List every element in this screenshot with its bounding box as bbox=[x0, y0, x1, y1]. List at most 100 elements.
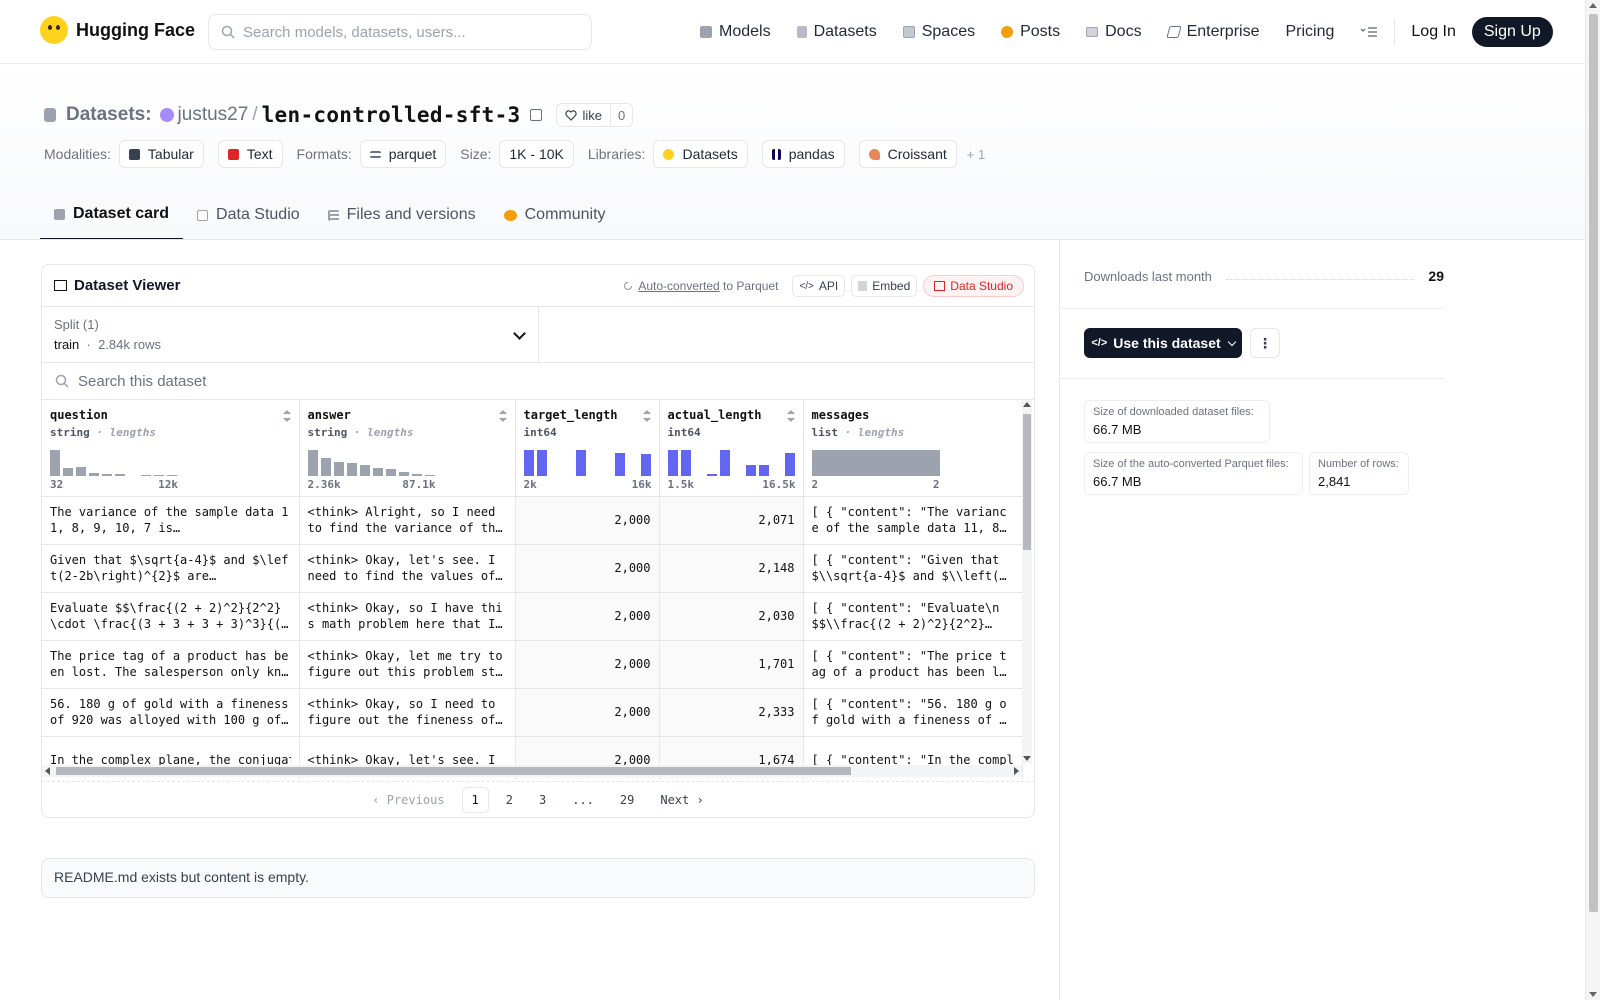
scroll-thumb[interactable] bbox=[1023, 414, 1031, 550]
downloads-value: 29 bbox=[1428, 268, 1444, 284]
tag-parquet[interactable]: parquet bbox=[359, 140, 447, 168]
scroll-thumb[interactable] bbox=[56, 767, 851, 775]
scroll-up-icon[interactable] bbox=[1589, 3, 1597, 8]
nav-pricing[interactable]: Pricing bbox=[1285, 23, 1335, 40]
tab-files[interactable]: Files and versions bbox=[314, 190, 490, 240]
cell-actual-length[interactable]: 2,071 bbox=[659, 496, 804, 545]
split-selector[interactable]: Split (1) train · 2.84k rows bbox=[42, 307, 539, 362]
sort-icon[interactable] bbox=[282, 410, 291, 422]
cell-actual-length[interactable]: 2,333 bbox=[659, 688, 804, 737]
cell-messages[interactable]: [ { "content": "Evaluate\n$$\\frac{(2 + … bbox=[803, 592, 1023, 641]
cell-messages[interactable]: [ { "content": "Given that $\\sqrt{a-4}$… bbox=[803, 544, 1023, 593]
tag-tabular[interactable]: Tabular bbox=[118, 140, 204, 168]
nav-datasets[interactable]: Datasets bbox=[796, 23, 877, 41]
scroll-up-icon[interactable] bbox=[1023, 402, 1031, 407]
global-search-input[interactable] bbox=[243, 23, 573, 41]
scroll-thumb[interactable] bbox=[1589, 14, 1598, 912]
hf-logo[interactable]: Hugging Face bbox=[40, 16, 195, 44]
cell-messages[interactable]: [ { "content": "The price tag of a produ… bbox=[803, 640, 1023, 689]
table-row[interactable]: Evaluate $$\frac{(2 + 2)^2}{2^2} \cdot \… bbox=[42, 592, 1023, 641]
previous-page-button[interactable]: ‹ Previous bbox=[372, 792, 445, 807]
range-max: 87.1k bbox=[402, 478, 436, 491]
cell-target-length[interactable]: 2,000 bbox=[515, 640, 660, 689]
cell-answer[interactable]: <think> Okay, so I need to figure out th… bbox=[299, 688, 516, 737]
more-menu-icon[interactable] bbox=[1360, 26, 1378, 38]
cell-actual-length[interactable]: 2,148 bbox=[659, 544, 804, 593]
data-studio-button[interactable]: Data Studio bbox=[923, 275, 1024, 297]
cell-actual-length[interactable]: 2,030 bbox=[659, 592, 804, 641]
cell-answer[interactable]: <think> Okay, so I have this math proble… bbox=[299, 592, 516, 641]
nav-docs[interactable]: Docs bbox=[1086, 23, 1142, 41]
cell-question[interactable]: Evaluate $$\frac{(2 + 2)^2}{2^2} \cdot \… bbox=[42, 592, 300, 641]
cell-question[interactable]: Given that $\sqrt{a-4}$ and $\left(2-2b\… bbox=[42, 544, 300, 593]
cell-target-length[interactable]: 2,000 bbox=[515, 496, 660, 545]
global-search[interactable] bbox=[208, 14, 592, 50]
tab-community[interactable]: Community bbox=[490, 190, 620, 240]
table-vertical-scrollbar[interactable] bbox=[1022, 400, 1032, 763]
use-dataset-button[interactable]: </> Use this dataset bbox=[1084, 328, 1242, 358]
tag-datasets-lib[interactable]: Datasets bbox=[653, 140, 748, 168]
column-header-actual-length[interactable]: actual_length int64 1.5k 16.5k bbox=[659, 400, 804, 497]
scroll-down-icon[interactable] bbox=[1589, 992, 1597, 997]
cell-messages[interactable]: [ { "content": "The variance of the samp… bbox=[803, 496, 1023, 545]
like-button[interactable]: like 0 bbox=[556, 103, 634, 127]
next-page-button[interactable]: Next › bbox=[660, 792, 704, 807]
auto-converted-link[interactable]: Auto-converted bbox=[638, 279, 720, 293]
table-row[interactable]: The price tag of a product has been lost… bbox=[42, 640, 1023, 689]
column-header-messages[interactable]: messages list · lengths 2 2 bbox=[803, 400, 1023, 497]
range-max: 12k bbox=[158, 478, 178, 491]
cell-target-length[interactable]: 2,000 bbox=[515, 544, 660, 593]
cell-question[interactable]: The variance of the sample data 11, 8, 9… bbox=[42, 496, 300, 545]
cell-actual-length[interactable]: 1,701 bbox=[659, 640, 804, 689]
nav-models[interactable]: Models bbox=[700, 23, 771, 41]
page-2-button[interactable]: 2 bbox=[505, 792, 513, 807]
table-horizontal-scrollbar[interactable] bbox=[42, 765, 1022, 777]
dataset-search[interactable] bbox=[42, 363, 1034, 400]
embed-button[interactable]: Embed bbox=[851, 275, 918, 297]
page-29-button[interactable]: 29 bbox=[619, 792, 635, 807]
tab-data-studio[interactable]: Data Studio bbox=[183, 190, 314, 240]
cell-answer[interactable]: <think> Okay, let me try to figure out t… bbox=[299, 640, 516, 689]
histogram-bar bbox=[550, 475, 560, 476]
tab-dataset-card[interactable]: Dataset card bbox=[40, 190, 184, 240]
cell-messages[interactable]: [ { "content": "56. 180 g of gold with a… bbox=[803, 688, 1023, 737]
tag-size[interactable]: 1K - 10K bbox=[499, 140, 574, 168]
nav-spaces[interactable]: Spaces bbox=[902, 23, 975, 41]
tag-pandas[interactable]: pandas bbox=[761, 140, 845, 168]
table-row[interactable]: 56. 180 g of gold with a fineness of 920… bbox=[42, 688, 1023, 737]
column-header-target-length[interactable]: target_length int64 2k 16k bbox=[515, 400, 660, 497]
scroll-down-icon[interactable] bbox=[1023, 756, 1031, 761]
nav-posts[interactable]: Posts bbox=[1001, 23, 1060, 41]
datasets-link[interactable]: Datasets: bbox=[66, 104, 152, 125]
table-row[interactable]: Given that $\sqrt{a-4}$ and $\left(2-2b\… bbox=[42, 544, 1023, 593]
repo-name[interactable]: len-controlled-sft-3 bbox=[261, 103, 521, 127]
more-tags-link[interactable]: + 1 bbox=[966, 146, 986, 162]
tag-text[interactable]: Text bbox=[217, 140, 283, 168]
cell-target-length[interactable]: 2,000 bbox=[515, 592, 660, 641]
sort-icon[interactable] bbox=[642, 410, 651, 422]
page-1-button[interactable]: 1 bbox=[461, 786, 489, 813]
signup-button[interactable]: Sign Up bbox=[1471, 17, 1553, 47]
tag-croissant[interactable]: Croissant bbox=[858, 140, 957, 168]
cell-target-length[interactable]: 2,000 bbox=[515, 688, 660, 737]
column-header-question[interactable]: question string · lengths 32 12k bbox=[42, 400, 300, 497]
cell-question[interactable]: The price tag of a product has been lost… bbox=[42, 640, 300, 689]
owner-link[interactable]: justus27 bbox=[177, 104, 249, 125]
login-link[interactable]: Log In bbox=[1411, 23, 1456, 40]
scroll-right-icon[interactable] bbox=[1014, 767, 1019, 775]
copy-icon[interactable] bbox=[530, 109, 543, 121]
table-row[interactable]: The variance of the sample data 11, 8, 9… bbox=[42, 496, 1023, 545]
page-scrollbar[interactable] bbox=[1585, 0, 1600, 1000]
cell-answer[interactable]: <think> Alright, so I need to find the v… bbox=[299, 496, 516, 545]
sort-icon[interactable] bbox=[498, 410, 507, 422]
column-header-answer[interactable]: answer string · lengths 2.36k 87.1k bbox=[299, 400, 516, 497]
nav-enterprise[interactable]: Enterprise bbox=[1165, 23, 1259, 41]
page-3-button[interactable]: 3 bbox=[538, 792, 547, 807]
more-options-icon[interactable]: ⋮ bbox=[1250, 328, 1280, 358]
cell-question[interactable]: 56. 180 g of gold with a fineness of 920… bbox=[42, 688, 300, 737]
scroll-left-icon[interactable] bbox=[45, 767, 50, 775]
api-button[interactable]: </> API bbox=[792, 275, 846, 297]
sort-icon[interactable] bbox=[786, 410, 795, 422]
dataset-search-input[interactable] bbox=[78, 372, 878, 390]
cell-answer[interactable]: <think> Okay, let's see. I need to find … bbox=[299, 544, 516, 593]
